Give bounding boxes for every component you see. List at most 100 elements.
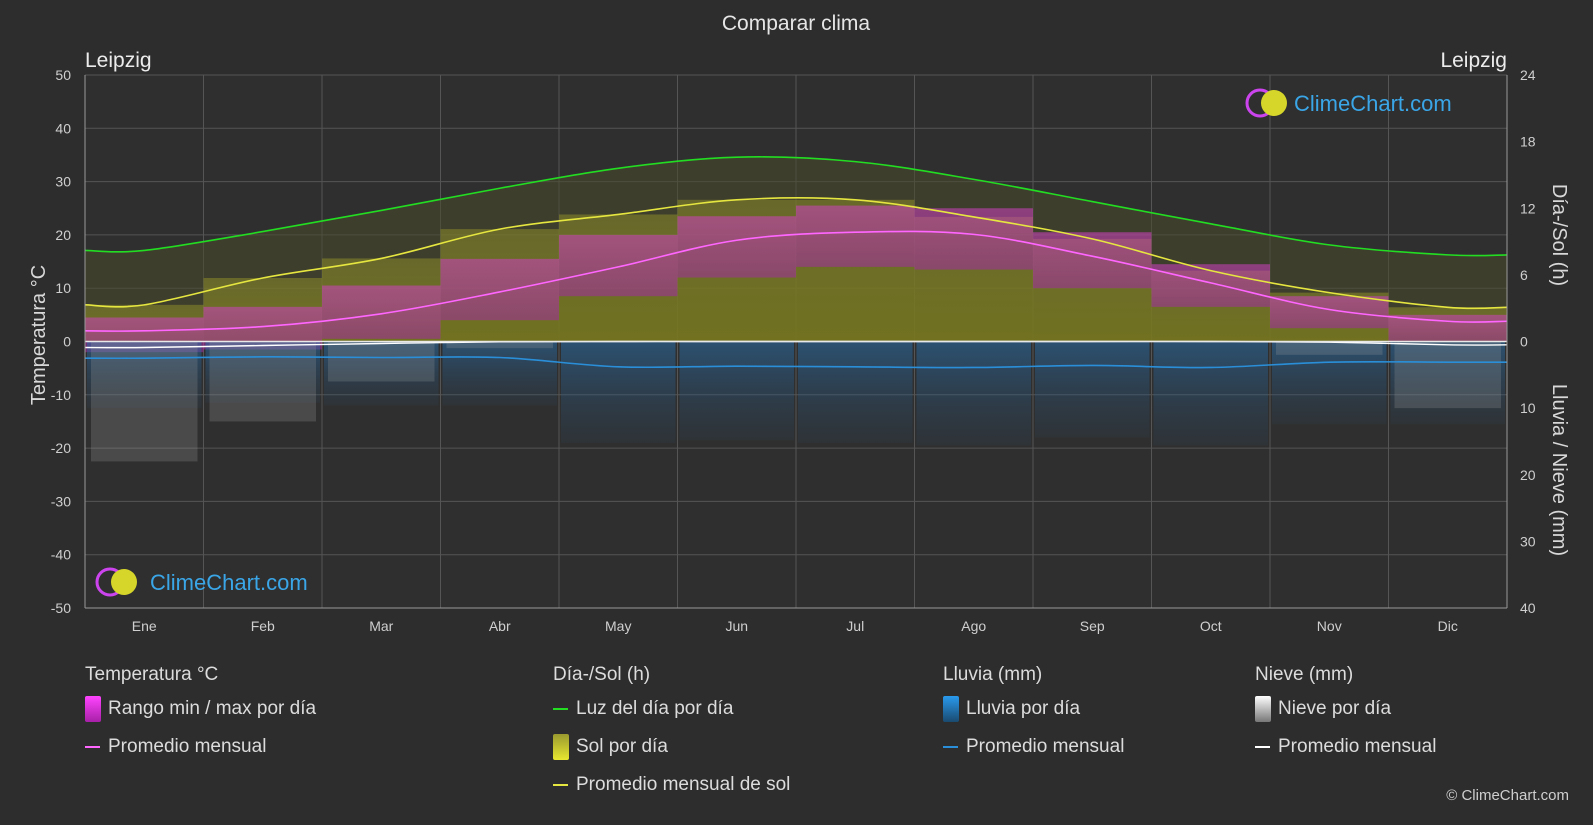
x-tick-label: Jul: [846, 618, 864, 634]
y-left-tick-label: 10: [55, 280, 71, 296]
legend-group-rain: Lluvia (mm) Lluvia por día Promedio mens…: [943, 660, 1124, 766]
legend-group-temperature: Temperatura °C Rango min / max por día P…: [85, 660, 316, 766]
x-tick-label: Feb: [251, 618, 275, 634]
rain-swatch: [943, 696, 959, 722]
x-tick-label: Ene: [132, 618, 157, 634]
rain-bar: [1272, 341, 1387, 425]
y-right-top-tick-label: 12: [1520, 200, 1536, 216]
location-right: Leipzig: [1440, 49, 1507, 72]
daylight-line: [84, 156, 1508, 257]
temp-range-bar: [440, 258, 559, 321]
copyright: © ClimeChart.com: [1446, 787, 1569, 804]
y-left-axis-label: Temperatura °C: [28, 265, 50, 405]
y-left-tick-label: -20: [51, 440, 71, 456]
y-left-tick-label: 30: [55, 174, 71, 190]
watermark-logo-sun: [1261, 90, 1287, 116]
legend-group-title: Temperatura °C: [85, 664, 219, 685]
chart-title: Comparar clima: [722, 12, 871, 35]
rain-bar: [205, 341, 320, 403]
rain-bar: [87, 341, 202, 409]
x-tick-label: Ago: [961, 618, 986, 634]
legend-group-snow: Nieve (mm) Nieve por día Promedio mensua…: [1255, 660, 1436, 766]
snow-bar: [1276, 341, 1383, 355]
y-right-top-tick-label: 0: [1520, 334, 1528, 350]
y-right-top-tick-label: 18: [1520, 134, 1536, 150]
legend-item-rain-avg: Promedio mensual: [943, 728, 1124, 766]
y-left-tick-label: 0: [63, 334, 71, 350]
legend-group-title: Día-/Sol (h): [553, 664, 651, 685]
rain-bar: [1035, 341, 1150, 438]
legend-item-snow: Nieve por día: [1255, 690, 1436, 728]
sun-swatch: [553, 734, 569, 760]
x-tick-label: Sep: [1080, 618, 1105, 634]
snow-bar: [1394, 341, 1501, 409]
legend-item-label: Rango min / max por día: [108, 698, 317, 719]
legend-item-label: Promedio mensual de sol: [576, 774, 791, 795]
rain-avg-swatch: [943, 746, 958, 748]
snow-swatch: [1255, 696, 1271, 722]
legend-item-label: Promedio mensual: [1278, 736, 1437, 757]
rain-bar: [324, 341, 439, 406]
rain-bar: [442, 341, 557, 406]
snow-avg-swatch: [1255, 746, 1270, 748]
snow-bar: [446, 341, 553, 349]
legend-group-daylight: Día-/Sol (h) Luz del día por día Sol por…: [553, 660, 790, 804]
temp-avg-swatch: [85, 746, 100, 748]
y-left-tick-label: -10: [51, 387, 71, 403]
snow-bar: [209, 341, 316, 422]
y-right-top-tick-label: 6: [1520, 267, 1528, 283]
sun-avg-swatch: [553, 784, 568, 786]
watermark-top: ClimeChart.com: [1245, 88, 1452, 118]
y-right-top-tick-label: 24: [1520, 67, 1536, 83]
x-tick-label: Mar: [369, 618, 393, 634]
legend-item-label: Promedio mensual: [966, 736, 1125, 757]
legend-item-rain: Lluvia por día: [943, 690, 1124, 728]
legend: Temperatura °C Rango min / max por día P…: [0, 660, 1593, 820]
y-right-bottom-tick-label: 30: [1520, 533, 1536, 549]
y-right-bottom-tick-label: 20: [1520, 467, 1536, 483]
y-left-tick-label: -40: [51, 547, 71, 563]
rain-bar: [561, 341, 676, 443]
rain-bar: [679, 341, 794, 441]
legend-item-daylight: Luz del día por día: [553, 690, 790, 728]
sun-avg-line: [84, 197, 1508, 310]
x-tick-label: Dic: [1438, 618, 1458, 634]
temp-range-bar: [677, 216, 796, 278]
temp-range-bar: [1388, 314, 1507, 342]
legend-item-label: Luz del día por día: [576, 698, 734, 719]
temp-range-bar: [914, 208, 1033, 270]
rain-bar: [916, 341, 1031, 446]
watermark-text-bottom: ClimeChart.com: [150, 570, 308, 595]
y-left-tick-label: -50: [51, 600, 71, 616]
y-right-bottom-axis-label: Lluvia / Nieve (mm): [1548, 384, 1570, 556]
legend-item-label: Sol por día: [576, 736, 668, 757]
temp-range-bar: [796, 205, 915, 267]
legend-item-snow-avg: Promedio mensual: [1255, 728, 1436, 766]
rain-avg-line: [84, 356, 1507, 369]
x-tick-label: Abr: [489, 618, 511, 634]
legend-item-sun-avg: Promedio mensual de sol: [553, 766, 790, 804]
temp-range-bar: [559, 234, 678, 297]
legend-group-title: Nieve (mm): [1255, 664, 1354, 685]
watermark-logo-sun: [111, 569, 137, 595]
legend-group-title: Lluvia (mm): [943, 664, 1043, 685]
legend-item-sun: Sol por día: [553, 728, 790, 766]
location-left: Leipzig: [85, 49, 152, 72]
watermark-bottom: ClimeChart.com: [95, 567, 308, 597]
legend-item-label: Lluvia por día: [966, 698, 1081, 719]
y-right-top-axis-label: Día-/Sol (h): [1548, 184, 1570, 286]
y-left-tick-label: 50: [55, 67, 71, 83]
y-left-tick-label: -30: [51, 493, 71, 509]
legend-item-temp-range: Rango min / max por día: [85, 690, 316, 728]
y-left-tick-label: 40: [55, 120, 71, 136]
x-tick-label: Nov: [1317, 618, 1342, 634]
temp-range-bar: [1033, 232, 1152, 289]
legend-item-label: Nieve por día: [1278, 698, 1392, 719]
daylight-swatch: [553, 708, 568, 710]
x-tick-label: May: [605, 618, 631, 634]
snow-bar: [328, 341, 435, 382]
watermark-text-top: ClimeChart.com: [1294, 91, 1452, 116]
snow-bar: [91, 341, 198, 462]
climate-chart: Comparar clima Leipzig Leipzig Temperatu…: [28, 12, 1570, 634]
temp-range-bar: [322, 285, 441, 339]
